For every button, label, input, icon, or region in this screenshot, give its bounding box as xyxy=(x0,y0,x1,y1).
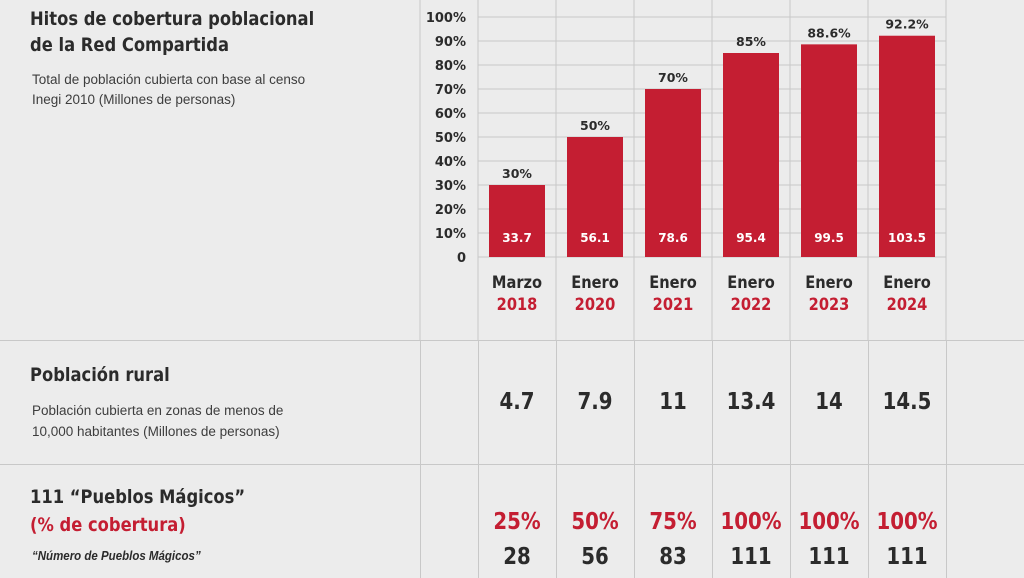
bar xyxy=(567,137,623,257)
section-divider-rural xyxy=(0,340,1024,341)
coverage-bar-chart: 100% 90% 80% 70% 60% 50% 40% 30% 20% 10% 0 30% 33.7 5… xyxy=(419,0,947,340)
pueblos-count: 83 xyxy=(659,544,687,570)
pueblos-count: 111 xyxy=(808,544,850,570)
pueblos-count: 56 xyxy=(581,544,609,570)
pueblos-percent: 100% xyxy=(720,509,782,535)
pueblos-number-label: “Número de Pueblos Mágicos” xyxy=(32,549,201,563)
y-tick-label: 50% xyxy=(435,131,466,146)
rural-title: Población rural xyxy=(30,364,170,386)
chart-title: Hitos de cobertura poblacional de la Red… xyxy=(30,6,315,58)
category-year: 2018 xyxy=(496,295,538,315)
rural-value: 4.7 xyxy=(499,389,535,415)
bar-value-label: 50% xyxy=(580,118,610,133)
bar-inner-label: 95.4 xyxy=(736,231,766,245)
column-divider-lower xyxy=(790,340,791,578)
rural-value: 14.5 xyxy=(882,389,932,415)
rural-value: 11 xyxy=(659,389,687,415)
pueblos-percent: 25% xyxy=(493,509,541,535)
column-divider-lower xyxy=(478,340,479,578)
column-divider-lower xyxy=(556,340,557,578)
category-month: Enero xyxy=(571,273,619,293)
bar xyxy=(879,35,935,257)
pueblos-count: 111 xyxy=(886,544,928,570)
pueblos-count: 28 xyxy=(503,544,531,570)
chart-title-line1: Hitos de cobertura poblacional xyxy=(30,8,315,30)
y-tick-label: 10% xyxy=(435,227,466,242)
bar-inner-label: 99.5 xyxy=(814,231,844,245)
bar-inner-label: 56.1 xyxy=(580,231,610,245)
rural-value: 14 xyxy=(815,389,843,415)
pueblos-percent: 75% xyxy=(649,509,697,535)
bar-inner-label: 78.6 xyxy=(658,231,688,245)
category-month: Marzo xyxy=(491,273,543,293)
column-divider-lower xyxy=(712,340,713,578)
bar-value-label: 88.6% xyxy=(807,25,851,40)
y-tick-label: 0 xyxy=(457,251,466,266)
chart-subtitle: Total de población cubierta con base al … xyxy=(32,70,332,110)
bar xyxy=(645,89,701,257)
y-tick-label: 100% xyxy=(426,11,466,26)
category-year: 2024 xyxy=(886,295,928,315)
rural-subtitle: Población cubierta en zonas de menos de … xyxy=(32,400,332,442)
y-tick-label: 60% xyxy=(435,107,466,122)
bar xyxy=(489,185,545,257)
category-year: 2020 xyxy=(574,295,616,315)
category-label: Enero 2022 xyxy=(717,272,784,316)
category-month: Enero xyxy=(649,273,697,293)
column-divider-lower xyxy=(946,340,947,578)
y-tick-label: 90% xyxy=(435,35,466,50)
bar-value-label: 70% xyxy=(658,70,688,85)
category-month: Enero xyxy=(727,273,775,293)
category-year: 2022 xyxy=(730,295,772,315)
column-divider-lower xyxy=(420,340,421,578)
category-label: Marzo 2018 xyxy=(483,272,550,316)
pueblos-count: 111 xyxy=(730,544,772,570)
category-label: Enero 2023 xyxy=(795,272,862,316)
bar xyxy=(723,53,779,257)
category-label: Enero 2020 xyxy=(561,272,628,316)
rural-value: 7.9 xyxy=(577,389,613,415)
bar xyxy=(801,44,857,257)
column-divider-lower xyxy=(868,340,869,578)
bar-value-label: 92.2% xyxy=(885,17,929,32)
category-year: 2023 xyxy=(808,295,850,315)
category-label: Enero 2021 xyxy=(639,272,706,316)
bar-inner-label: 103.5 xyxy=(888,231,926,245)
bar-value-label: 85% xyxy=(736,34,766,49)
pueblos-percent: 50% xyxy=(571,509,619,535)
column-divider-lower xyxy=(634,340,635,578)
category-label: Enero 2024 xyxy=(873,272,940,316)
pueblos-percent: 100% xyxy=(798,509,860,535)
category-year: 2021 xyxy=(652,295,694,315)
y-tick-label: 40% xyxy=(435,155,466,170)
rural-value: 13.4 xyxy=(726,389,776,415)
category-month: Enero xyxy=(805,273,853,293)
y-tick-label: 20% xyxy=(435,203,466,218)
pueblos-percent: 100% xyxy=(876,509,938,535)
chart-subtitle-line1: Total de población cubierta con base al … xyxy=(32,72,306,87)
chart-title-line2: de la Red Compartida xyxy=(30,34,229,56)
section-divider-pueblos xyxy=(0,464,1024,465)
y-tick-label: 80% xyxy=(435,59,466,74)
rural-subtitle-line1: Población cubierta en zonas de menos de xyxy=(32,403,284,418)
rural-subtitle-line2: 10,000 habitantes (Millones de personas) xyxy=(32,424,280,439)
category-month: Enero xyxy=(883,273,931,293)
y-tick-label: 30% xyxy=(435,179,466,194)
pueblos-title: 111 “Pueblos Mágicos” xyxy=(30,486,246,508)
bar-value-label: 30% xyxy=(502,166,532,181)
pueblos-subtitle: (% de cobertura) xyxy=(30,514,186,536)
chart-subtitle-line2: Inegi 2010 (Millones de personas) xyxy=(32,92,236,107)
y-tick-label: 70% xyxy=(435,83,466,98)
bar-inner-label: 33.7 xyxy=(502,231,532,245)
